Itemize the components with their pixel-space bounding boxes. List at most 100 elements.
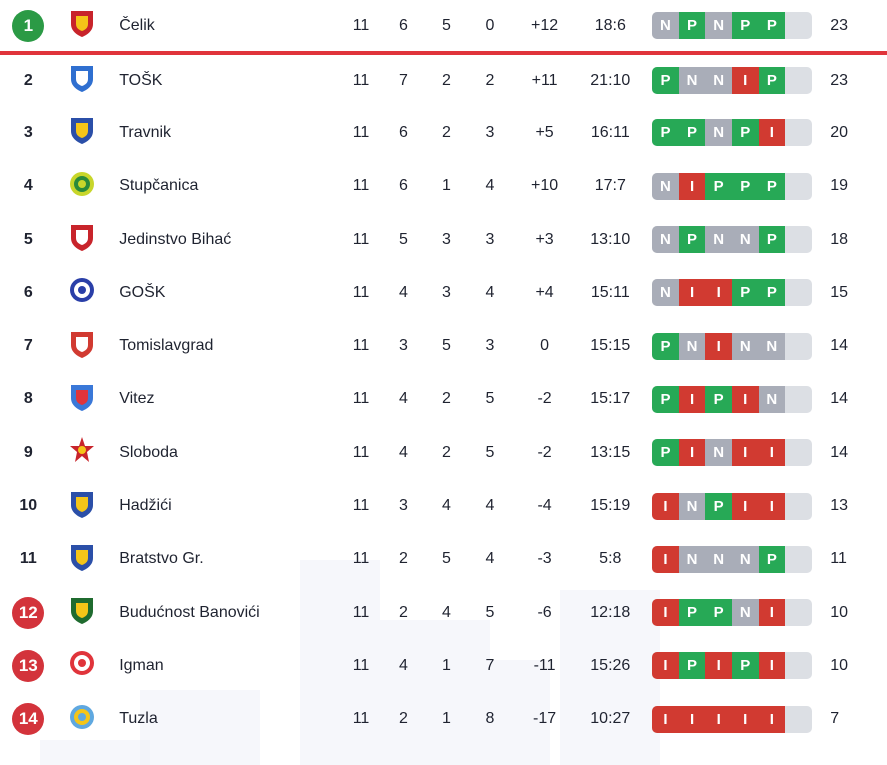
form-result: N [652,226,679,254]
team-name[interactable]: Stupčanica [119,177,199,195]
draws: 2 [442,123,451,141]
points: 19 [830,177,849,195]
form-result: P [652,332,679,360]
form-result: I [652,545,679,573]
buducnost-crest-icon [57,586,108,639]
draws: 4 [442,497,451,515]
losses: 5 [485,603,495,621]
team-name[interactable]: Tomislavgrad [119,337,214,355]
team-name[interactable]: Hadžići [119,497,172,515]
team-name[interactable]: Sloboda [119,443,178,461]
form-result: N [678,492,706,520]
team-name[interactable]: Travnik [119,123,172,141]
table-row[interactable]: 12 Budućnost Banovići 11 2 4 5 -6 12:18 … [0,586,887,639]
team-name[interactable]: Čelik [119,16,155,34]
goals-score: 12:18 [590,603,631,621]
losses: 4 [485,550,495,568]
team-name[interactable]: Bratstvo Gr. [119,550,204,568]
form-result: P [678,226,706,254]
draws: 5 [442,337,451,355]
form-result: N [705,67,732,95]
goals-score: 15:19 [590,497,631,515]
goal-difference: +11 [531,71,558,89]
wins: 5 [399,230,408,248]
goals-score: 13:10 [590,230,631,248]
rank-number: 6 [23,283,33,301]
goal-difference: -6 [537,603,552,621]
rank-number: 4 [23,177,33,195]
draws: 5 [442,16,451,34]
form-result: P [652,439,679,467]
rank-cell: 9 [0,426,57,479]
matches-played: 11 [352,123,370,141]
form-result: P [705,385,732,413]
rank-badge: 13 [12,649,45,682]
matches-played: 11 [352,16,370,34]
form-result: P [758,12,786,39]
goals-score: 18:6 [594,16,626,34]
form-result: P [705,599,732,627]
form-result: P [758,226,786,254]
matches-played: 11 [352,710,370,728]
goals-score: 5:8 [599,550,622,568]
form-result: P [652,385,679,413]
rank-cell: 1 [0,0,57,53]
goal-difference: +12 [531,16,559,34]
goal-difference: -4 [537,497,552,515]
form-result: P [731,12,759,39]
losses: 8 [485,710,495,728]
stupcanica-crest-icon [57,160,108,213]
form-result: I [705,279,732,307]
points: 14 [830,443,849,461]
goals-score: 15:15 [590,337,631,355]
points: 18 [830,230,849,248]
team-name[interactable]: Jedinstvo Bihać [119,230,232,248]
goal-difference: -17 [533,710,557,728]
points: 23 [830,16,849,34]
form-result: N [678,332,706,360]
team-name[interactable]: Tuzla [119,710,158,728]
form-result: P [758,545,786,573]
tuzla-crest-icon [57,693,108,746]
team-name[interactable]: Budućnost Banovići [119,603,260,621]
losses: 5 [485,390,495,408]
team-name[interactable]: Igman [119,656,164,674]
form-result: P [705,172,732,200]
form-result: P [731,279,759,307]
team-name[interactable]: TOŠK [119,71,163,89]
form-result: I [678,279,706,307]
team-name[interactable]: Vitez [119,390,155,408]
wins: 6 [399,16,408,34]
celik-crest-icon [57,0,108,53]
form-result: I [678,385,706,413]
losses: 0 [485,16,495,34]
losses: 3 [485,230,495,248]
team-name[interactable]: GOŠK [119,283,166,301]
goals-score: 15:17 [590,390,631,408]
